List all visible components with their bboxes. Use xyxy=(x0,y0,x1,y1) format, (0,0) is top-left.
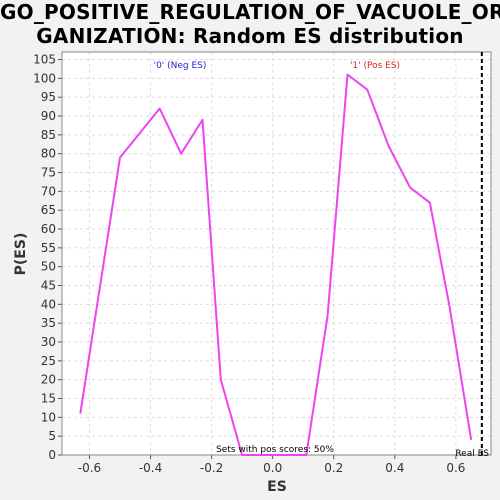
y-tick-label: 80 xyxy=(41,147,56,161)
y-tick-label: 10 xyxy=(41,410,56,424)
y-tick-label: 65 xyxy=(41,203,56,217)
y-tick-label: 75 xyxy=(41,166,56,180)
chart-title-line-1: GO_POSITIVE_REGULATION_OF_VACUOLE_OR xyxy=(0,0,500,24)
plot-area xyxy=(62,52,491,455)
y-tick-label: 0 xyxy=(48,448,56,462)
x-tick-label: 0.4 xyxy=(385,461,404,475)
neg-es-label: '0' (Neg ES) xyxy=(154,61,207,71)
y-tick-label: 55 xyxy=(41,241,56,255)
x-tick-label: -0.2 xyxy=(200,461,223,475)
x-tick-label: -0.6 xyxy=(78,461,101,475)
y-axis-label: P(ES) xyxy=(13,233,29,276)
series-lines xyxy=(79,73,473,456)
y-tick-label: 100 xyxy=(33,71,56,85)
y-tick-label: 50 xyxy=(41,260,56,274)
pos-es-label: '1' (Pos ES) xyxy=(350,61,400,71)
x-axis-label: ES xyxy=(267,479,287,495)
y-tick-label: 45 xyxy=(41,279,56,293)
y-tick-label: 90 xyxy=(41,109,56,123)
x-tick-label: -0.4 xyxy=(139,461,162,475)
annotations: '0' (Neg ES) '1' (Pos ES) Sets with pos sc… xyxy=(154,52,489,459)
y-tick-label: 30 xyxy=(41,335,56,349)
y-tick-label: 85 xyxy=(41,128,56,142)
y-tick-label: 40 xyxy=(41,297,56,311)
x-tick-label: 0.6 xyxy=(446,461,465,475)
y-tick-label: 95 xyxy=(41,90,56,104)
chart-title: GO_POSITIVE_REGULATION_OF_VACUOLE_OR GAN… xyxy=(0,0,500,48)
y-tick-label: 60 xyxy=(41,222,56,236)
sets-pos-scores-text: Sets with pos scores: 50% xyxy=(216,445,334,455)
y-tick-label: 20 xyxy=(41,373,56,387)
real-es-label: Real ES xyxy=(455,449,489,459)
x-tick-label: 0.0 xyxy=(263,461,282,475)
y-tick-label: 5 xyxy=(48,429,56,443)
y-tick-label: 25 xyxy=(41,354,56,368)
es-series-line xyxy=(79,73,473,456)
y-tick-label: 15 xyxy=(41,392,56,406)
y-tick-label: 105 xyxy=(33,53,56,67)
chart-title-line-2: GANIZATION: Random ES distribution xyxy=(36,24,464,48)
y-tick-label: 70 xyxy=(41,184,56,198)
y-tick-label: 35 xyxy=(41,316,56,330)
tick-labels: 0 5 10 15 20 25 30 35 40 45 50 55 60 65 70 75 80 85 90 95 10… xyxy=(33,53,465,475)
x-tick-label: 0.2 xyxy=(324,461,343,475)
